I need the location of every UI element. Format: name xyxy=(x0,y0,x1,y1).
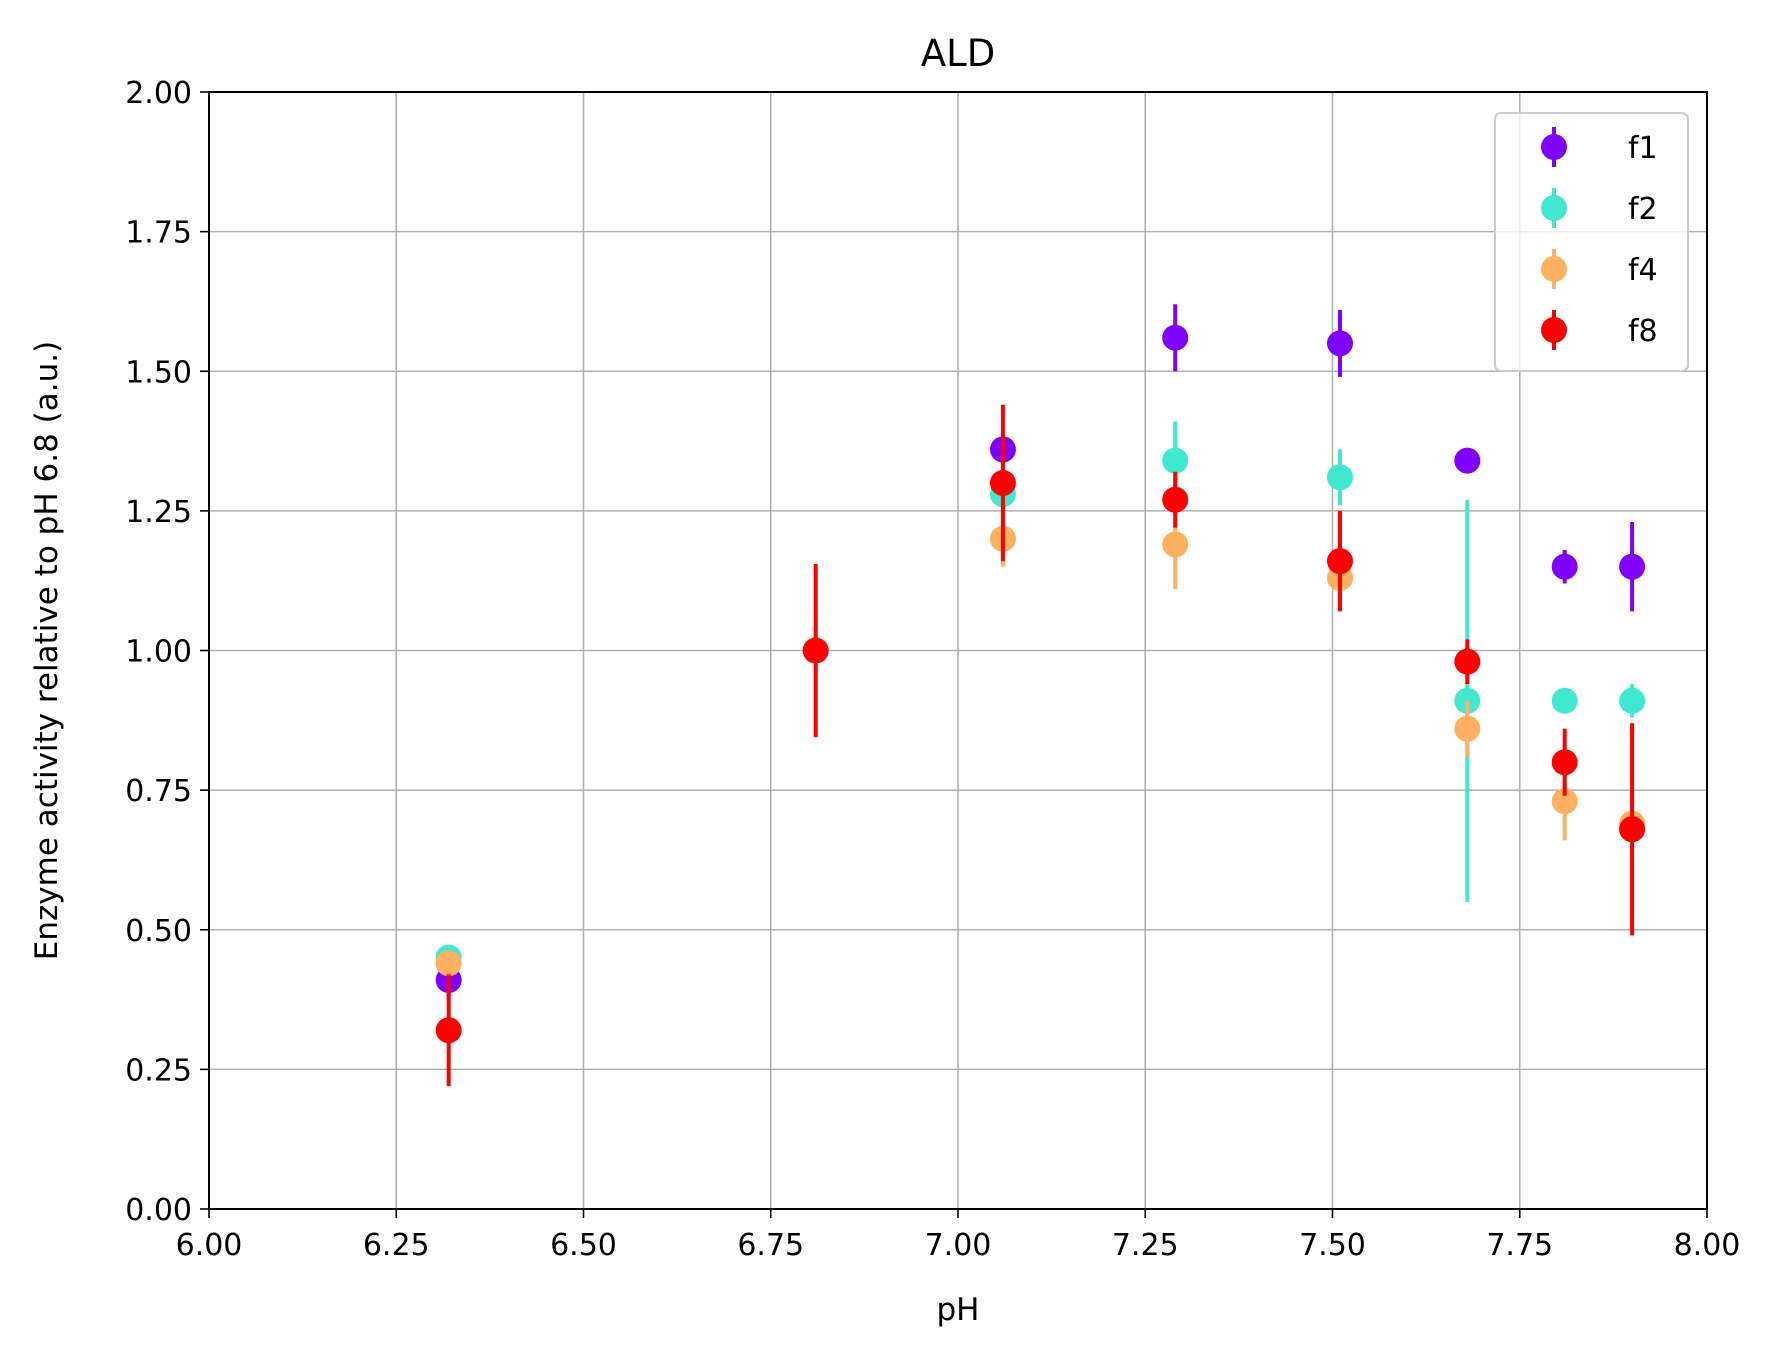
legend-marker xyxy=(1541,256,1567,282)
x-tick-label: 7.00 xyxy=(925,1228,992,1263)
data-point xyxy=(802,637,829,664)
chart-title: ALD xyxy=(921,32,995,75)
series-f2 xyxy=(435,421,1646,971)
data-point xyxy=(1326,464,1353,491)
x-tick-label: 6.00 xyxy=(176,1228,243,1263)
y-axis-title: Enzyme activity relative to pH 6.8 (a.u.… xyxy=(29,341,65,960)
data-point xyxy=(1162,324,1189,351)
y-tick-label: 0.75 xyxy=(125,774,192,809)
data-point xyxy=(1619,816,1646,843)
data-point xyxy=(1551,749,1578,776)
y-tick-label: 2.00 xyxy=(125,76,192,111)
y-tick-label: 1.50 xyxy=(125,355,192,390)
data-point xyxy=(1454,648,1481,675)
x-tick-label: 6.25 xyxy=(363,1228,430,1263)
data-point xyxy=(989,469,1016,496)
legend-label: f1 xyxy=(1628,131,1658,166)
grid xyxy=(208,91,1708,1210)
data-point xyxy=(1326,330,1353,357)
data-point xyxy=(1326,548,1353,575)
data-point xyxy=(1162,486,1189,513)
legend: f1 f2 f4 f8 xyxy=(1494,112,1689,372)
ticks: 6.00 6.25 6.50 6.75 7.00 7.25 7.50 7.75 8.00 0.00… xyxy=(125,76,1740,1263)
series-layer xyxy=(435,304,1646,1087)
legend-box xyxy=(1494,112,1689,372)
y-tick-label: 1.00 xyxy=(125,635,192,670)
legend-label: f8 xyxy=(1628,314,1658,349)
y-tick-label: 1.75 xyxy=(125,216,192,251)
legend-marker xyxy=(1541,195,1567,221)
data-point xyxy=(1454,447,1481,474)
y-tick-label: 0.50 xyxy=(125,914,192,949)
legend-marker xyxy=(1541,134,1567,160)
y-tick-label: 0.00 xyxy=(125,1193,192,1228)
x-tick-label: 7.25 xyxy=(1112,1228,1179,1263)
data-point xyxy=(435,950,462,977)
legend-label: f2 xyxy=(1628,192,1658,227)
legend-label: f4 xyxy=(1628,253,1658,288)
x-tick-label: 6.50 xyxy=(550,1228,617,1263)
data-point xyxy=(1551,553,1578,580)
x-axis-title: pH xyxy=(937,1292,980,1328)
x-tick-label: 7.75 xyxy=(1486,1228,1553,1263)
data-point xyxy=(1551,687,1578,714)
data-point xyxy=(1551,788,1578,815)
y-tick-label: 1.25 xyxy=(125,495,192,530)
data-point xyxy=(1619,553,1646,580)
series-f4 xyxy=(435,499,1646,977)
x-tick-label: 8.00 xyxy=(1674,1228,1741,1263)
data-point xyxy=(435,1017,462,1044)
data-point xyxy=(1454,715,1481,742)
data-point xyxy=(1162,447,1189,474)
data-point xyxy=(1619,687,1646,714)
series-f8 xyxy=(435,404,1646,1087)
legend-marker xyxy=(1541,317,1567,343)
data-point xyxy=(1162,531,1189,558)
y-tick-label: 0.25 xyxy=(125,1053,192,1088)
x-tick-label: 6.75 xyxy=(737,1228,804,1263)
x-tick-label: 7.50 xyxy=(1299,1228,1366,1263)
